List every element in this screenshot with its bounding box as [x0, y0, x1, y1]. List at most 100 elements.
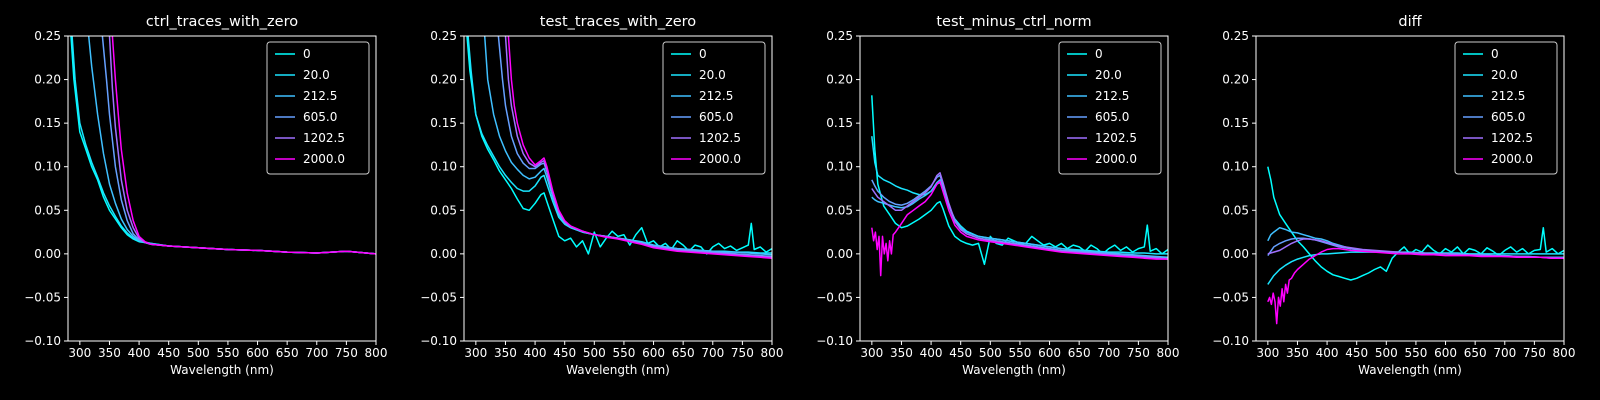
- series-line-2000-0: [111, 36, 376, 255]
- series-line-0: [466, 36, 772, 255]
- x-tick-label: 600: [1038, 346, 1061, 360]
- x-tick-label: 750: [731, 346, 754, 360]
- x-tick-label: 600: [642, 346, 665, 360]
- x-tick-label: 700: [701, 346, 724, 360]
- legend-entry-label: 605.0: [1491, 110, 1525, 124]
- y-tick-label: 0.25: [34, 29, 61, 43]
- x-tick-label: 550: [216, 346, 239, 360]
- series-line-2000-0: [507, 36, 772, 259]
- x-axis-label: Wavelength (nm): [170, 363, 274, 377]
- x-tick-label: 350: [890, 346, 913, 360]
- y-tick-label: 0.20: [826, 73, 853, 87]
- legend: 0 20.0 212.5 605.0 1202.5 2000.0: [1058, 41, 1162, 175]
- legend-entry-label: 1202.5: [303, 131, 345, 145]
- chart-panel-1: 300 350 400 450 500 550 600 650 700 750 800 −0.10 −0…: [24, 14, 387, 377]
- x-tick-label: 350: [98, 346, 121, 360]
- series-line-2000-0: [871, 180, 1168, 277]
- legend-entry-label: 2000.0: [1095, 152, 1137, 166]
- x-tick-label: 300: [860, 346, 883, 360]
- legend-entry-label: 605.0: [1095, 110, 1129, 124]
- y-tick-label: 0.15: [34, 116, 61, 130]
- y-tick-label: −0.10: [420, 334, 457, 348]
- y-tick-label: −0.05: [24, 290, 61, 304]
- legend-entry-label: 2000.0: [1491, 152, 1533, 166]
- legend-entry-label: 20.0: [1491, 68, 1518, 82]
- x-tick-label: 650: [672, 346, 695, 360]
- legend-entry-label: 1202.5: [1491, 131, 1533, 145]
- x-tick-label: 750: [1127, 346, 1150, 360]
- series-line-0: [1267, 166, 1564, 281]
- x-tick-label: 350: [494, 346, 517, 360]
- series-line-212-5: [483, 36, 772, 256]
- chart-title: test_traces_with_zero: [540, 14, 697, 30]
- chart-title: ctrl_traces_with_zero: [146, 14, 298, 30]
- y-tick-label: −0.05: [816, 290, 853, 304]
- x-tick-label: 500: [187, 346, 210, 360]
- legend-entry-label: 605.0: [303, 110, 337, 124]
- x-tick-label: 450: [553, 346, 576, 360]
- x-tick-label: 550: [612, 346, 635, 360]
- x-tick-label: 500: [979, 346, 1002, 360]
- x-tick-label: 400: [524, 346, 547, 360]
- y-tick-label: 0.10: [34, 160, 61, 174]
- legend-entry-label: 0: [1095, 47, 1103, 61]
- x-axis-label: Wavelength (nm): [1358, 363, 1462, 377]
- x-tick-label: 400: [920, 346, 943, 360]
- legend: 0 20.0 212.5 605.0 1202.5 2000.0: [266, 41, 370, 175]
- x-tick-label: 300: [68, 346, 91, 360]
- series-line-20-0: [871, 136, 1168, 255]
- x-tick-label: 800: [365, 346, 388, 360]
- x-tick-label: 400: [1316, 346, 1339, 360]
- y-tick-label: 0.20: [34, 73, 61, 87]
- x-tick-label: 650: [1068, 346, 1091, 360]
- legend: 0 20.0 212.5 605.0 1202.5 2000.0: [662, 41, 766, 175]
- legend-entry-label: 1202.5: [699, 131, 741, 145]
- y-tick-label: −0.10: [1212, 334, 1249, 348]
- y-tick-label: 0.00: [1222, 247, 1249, 261]
- y-tick-label: 0.05: [1222, 203, 1249, 217]
- y-tick-label: 0.00: [34, 247, 61, 261]
- x-tick-label: 750: [335, 346, 358, 360]
- axes-frame: [1255, 35, 1565, 342]
- y-tick-label: 0.20: [430, 73, 457, 87]
- chart-panel-4: 300 350 400 450 500 550 600 650 700 750 800 −0.10 −0…: [1212, 14, 1575, 377]
- x-tick-label: 450: [157, 346, 180, 360]
- y-tick-label: 0.10: [1222, 160, 1249, 174]
- x-tick-label: 700: [1097, 346, 1120, 360]
- x-tick-label: 600: [1434, 346, 1457, 360]
- legend-entry-label: 0: [1491, 47, 1499, 61]
- legend-entry-label: 212.5: [303, 89, 337, 103]
- legend-entry-label: 212.5: [1491, 89, 1525, 103]
- y-tick-label: 0.05: [826, 203, 853, 217]
- x-tick-label: 650: [1464, 346, 1487, 360]
- legend-entry-label: 0: [699, 47, 707, 61]
- x-tick-label: 450: [1345, 346, 1368, 360]
- x-tick-label: 450: [949, 346, 972, 360]
- y-tick-label: 0.10: [826, 160, 853, 174]
- y-tick-label: 0.05: [430, 203, 457, 217]
- legend-entry-label: 20.0: [303, 68, 330, 82]
- chart-panel-3: 300 350 400 450 500 550 600 650 700 750 800 −0.10 −0…: [816, 14, 1179, 377]
- x-tick-label: 500: [583, 346, 606, 360]
- x-tick-label: 600: [246, 346, 269, 360]
- legend-entry-label: 2000.0: [303, 152, 345, 166]
- y-tick-label: −0.05: [1212, 290, 1249, 304]
- x-tick-label: 800: [761, 346, 784, 360]
- x-tick-label: 300: [1256, 346, 1279, 360]
- axes-frame: [67, 35, 377, 342]
- y-tick-label: 0.15: [1222, 116, 1249, 130]
- y-tick-label: −0.10: [816, 334, 853, 348]
- series-line-2000-0: [1267, 247, 1564, 325]
- series-line-1202-5: [871, 172, 1168, 260]
- axes-frame: [859, 35, 1169, 342]
- legend-entry-label: 212.5: [1095, 89, 1129, 103]
- series-group: [466, 36, 772, 259]
- y-tick-label: 0.10: [430, 160, 457, 174]
- legend-entry-label: 20.0: [699, 68, 726, 82]
- y-tick-label: −0.10: [24, 334, 61, 348]
- x-tick-label: 500: [1375, 346, 1398, 360]
- x-tick-label: 700: [305, 346, 328, 360]
- x-tick-label: 400: [128, 346, 151, 360]
- legend-entry-label: 20.0: [1095, 68, 1122, 82]
